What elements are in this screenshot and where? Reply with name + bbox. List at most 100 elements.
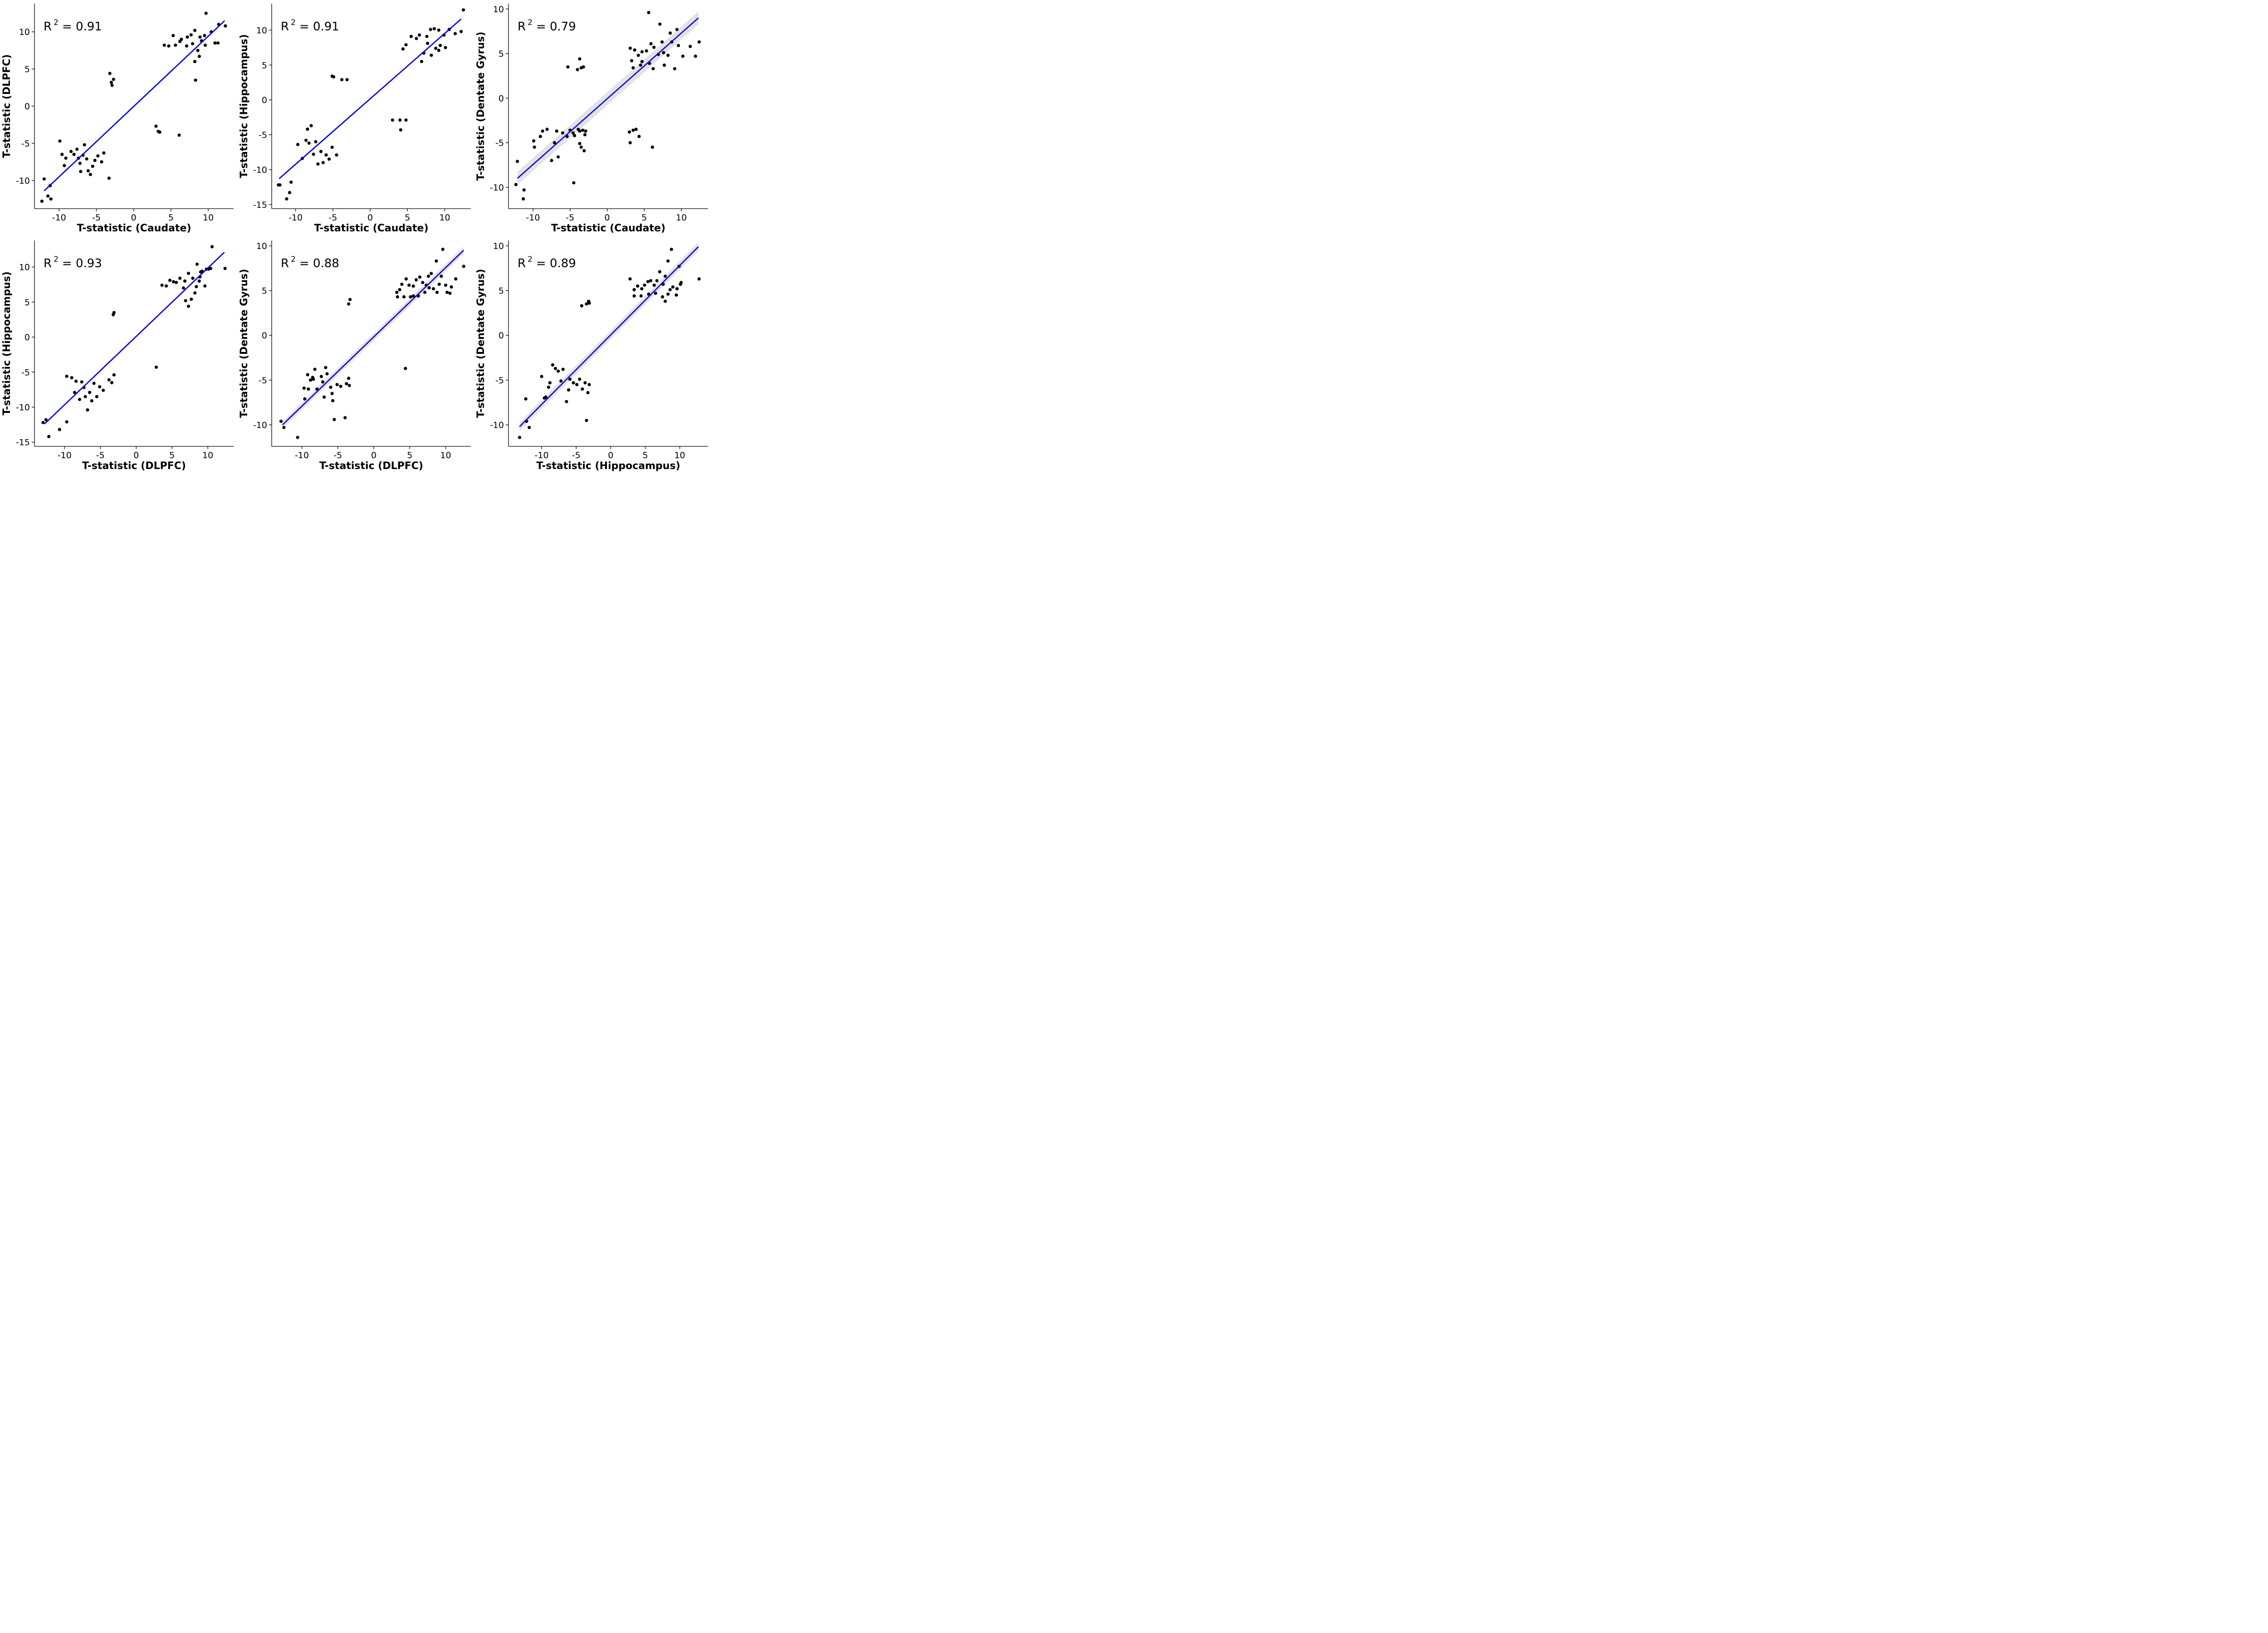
data-point [332, 418, 336, 421]
data-point [213, 41, 217, 45]
data-point [411, 294, 415, 298]
x-tick-label: -10 [295, 450, 309, 460]
data-point [697, 277, 701, 281]
x-tick-label: 0 [608, 450, 613, 460]
data-point [462, 8, 465, 12]
data-point [324, 153, 328, 157]
data-point [197, 54, 201, 58]
data-point [404, 118, 408, 122]
data-point [533, 145, 536, 149]
data-point [162, 44, 166, 47]
data-point [189, 33, 193, 37]
data-point [110, 381, 114, 385]
y-tick-label: 0 [262, 331, 267, 341]
data-point [559, 379, 563, 383]
data-point [347, 384, 351, 387]
data-point [448, 291, 452, 295]
data-point [583, 381, 587, 385]
y-tick-label: 10 [19, 27, 30, 37]
data-point [332, 75, 336, 78]
y-tick-label: -10 [16, 403, 30, 413]
data-point [340, 78, 344, 82]
data-point [445, 290, 449, 294]
y-axis-title: T-statistic (Hippocampus) [1, 271, 13, 415]
data-point [435, 259, 438, 263]
y-tick-label: -5 [21, 367, 30, 377]
data-point [632, 294, 636, 298]
data-point [636, 284, 640, 288]
r-squared-label: R 2 = 0.79 [518, 18, 576, 34]
data-point [316, 162, 320, 166]
x-tick-label: 5 [169, 450, 175, 460]
data-point [581, 387, 584, 391]
data-point [210, 245, 214, 249]
data-point [198, 35, 202, 39]
data-point [312, 152, 315, 156]
data-point [666, 54, 670, 57]
data-point [307, 141, 311, 145]
data-point [324, 366, 327, 369]
data-point [88, 391, 92, 394]
y-tick-label: -15 [253, 200, 267, 210]
data-point [223, 267, 227, 270]
data-point [204, 11, 208, 15]
x-axis-title: T-statistic (Caudate) [314, 223, 428, 234]
data-point [195, 262, 199, 266]
data-point [561, 367, 565, 371]
data-point [655, 279, 659, 283]
data-point [453, 32, 457, 35]
y-tick-label: 0 [262, 95, 267, 105]
y-tick-label: -5 [259, 130, 267, 140]
data-point [78, 397, 82, 401]
data-point [650, 145, 654, 149]
data-point [576, 68, 579, 71]
data-point [649, 279, 653, 283]
data-point [578, 57, 582, 61]
regression-line [282, 249, 464, 425]
y-tick-label: 0 [499, 93, 504, 103]
data-point [98, 385, 102, 389]
data-point [277, 183, 280, 187]
data-point [329, 386, 332, 389]
data-point [587, 383, 591, 386]
data-point [522, 188, 526, 192]
data-point [41, 420, 45, 425]
data-point [572, 181, 576, 185]
data-point [65, 420, 68, 424]
data-point [171, 34, 175, 37]
y-axis-title: T-statistic (DLPFC) [1, 54, 13, 158]
data-point [64, 156, 68, 160]
x-tick-label: 0 [133, 450, 139, 460]
x-tick-label: -5 [333, 450, 342, 460]
data-point [193, 29, 197, 32]
data-point [636, 54, 640, 57]
r-squared-label: R 2 = 0.91 [281, 18, 339, 34]
y-axis-title: T-statistic (Dentate Gyrus) [475, 269, 487, 418]
data-point [72, 152, 76, 156]
data-point [418, 275, 422, 279]
data-point [158, 130, 161, 134]
data-point [634, 127, 638, 131]
y-tick-label: 10 [256, 241, 267, 251]
y-tick-label: -10 [490, 183, 504, 193]
data-point [441, 248, 445, 251]
data-point [49, 197, 53, 201]
data-point [630, 59, 634, 63]
data-point [309, 124, 313, 127]
x-tick-label: 5 [642, 450, 648, 460]
data-point [154, 365, 158, 369]
x-tick-label: -5 [566, 213, 574, 223]
data-point [640, 287, 644, 291]
data-point [303, 397, 307, 401]
data-point [330, 391, 334, 396]
data-point [681, 54, 684, 58]
y-tick-label: 5 [499, 49, 504, 59]
x-tick-label: 10 [674, 450, 685, 460]
scatter-panel: -10 -5 0 5 10 -15 -10 -5 0 5 10 T-statistic (DLPFC)… [1, 240, 234, 472]
y-axis-title: T-statistic (Dentate Gyrus) [239, 269, 250, 418]
data-point [677, 44, 680, 47]
data-point [186, 35, 189, 39]
data-point [112, 373, 116, 377]
data-point [396, 295, 399, 299]
data-point [108, 72, 112, 75]
